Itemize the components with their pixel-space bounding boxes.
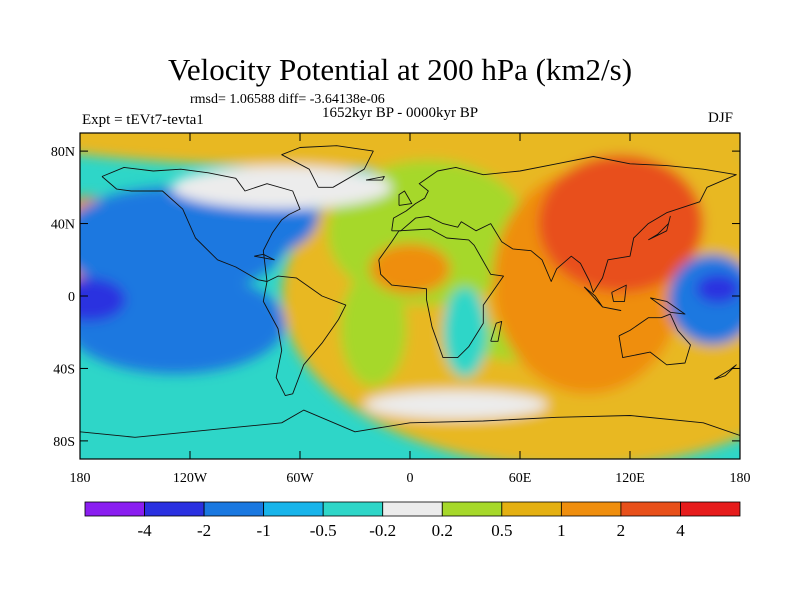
rmsd-label: rmsd= 1.06588 diff= -3.64138e-06 [190,92,385,107]
coastline-path [254,253,275,261]
lon-tick-label: 0 [407,471,414,486]
contour-region [364,390,548,420]
colorbar-swatch [382,501,443,517]
lat-tick-label: 0 [68,290,75,305]
contour-region [80,277,126,322]
field-contours [80,133,740,459]
lat-axis: 80N 40N 0 40S 80S [51,145,740,450]
lat-tick-label: 40S [53,362,75,377]
lon-tick-label: 120E [615,471,645,486]
lon-tick-label: 60W [286,471,314,486]
lon-tick-label: 60E [509,471,532,486]
colorbar-label: -1 [257,521,271,540]
coastline-path [281,145,374,188]
coastline-path [583,286,603,308]
contour-region [80,133,740,170]
coastline-path [611,284,627,302]
colorbar-swatch [501,501,562,517]
coastline-path [648,215,671,241]
coastline-path [262,275,347,397]
colorbar-swatch [263,501,324,517]
colorbar-swatch [620,501,681,517]
colorbar-swatch [203,501,265,517]
coastline-path [101,166,301,282]
coastline-path [80,409,740,438]
map-field [80,133,740,459]
colorbar-label: -2 [197,521,211,540]
colorbar-label: -4 [137,521,152,540]
colorbar-label: 0.2 [432,521,453,540]
colorbar-label: 2 [617,521,626,540]
coastlines [80,145,740,438]
coastline-path [649,297,686,315]
coastline-path [602,306,622,311]
colorbar-swatch [144,501,205,517]
colorbar-swatch [84,501,145,517]
season-label: DJF [708,110,734,126]
coastline-path [714,364,737,380]
lon-tick-label: 120W [173,471,208,486]
coastline-path [490,320,503,342]
lon-tick-label: 180 [70,471,91,486]
experiment-label: Expt = tEVt7-tevta1 [82,112,204,128]
colorbar-label: 1 [557,521,566,540]
plot-title: Velocity Potential at 200 hPa (km2/s) [167,52,633,87]
colorbar-label: -0.5 [310,521,337,540]
coastline-path [398,190,413,206]
colorbar-swatch [441,501,503,517]
colorbar-swatch [560,501,622,517]
lon-axis: 180 120W 60W 0 60E 120E 180 [70,133,751,486]
colorbar-label: -0.2 [369,521,396,540]
colorbar-label: 0.5 [491,521,512,540]
colorbar-swatch [322,501,384,517]
contour-region [696,274,740,304]
colorbar: -4 -2 -1 -0.5 -0.2 0.2 0.5 1 2 4 [84,501,741,540]
contour-region [340,270,407,387]
lat-tick-label: 80S [53,435,75,450]
period-label: 1652kyr BP - 0000kyr BP [322,105,479,121]
coastline-path [365,176,385,181]
coastline-path [391,156,737,293]
contour-region [369,243,451,295]
coastline-path [378,228,504,359]
lat-tick-label: 40N [51,218,75,233]
contour-region [443,286,487,378]
lon-tick-label: 180 [730,471,751,486]
coastline-path [618,313,691,366]
colorbar-swatch [680,501,741,517]
lat-tick-label: 80N [51,145,75,160]
contour-region [538,154,704,293]
contour-region [80,272,286,374]
colorbar-label: 4 [676,521,685,540]
